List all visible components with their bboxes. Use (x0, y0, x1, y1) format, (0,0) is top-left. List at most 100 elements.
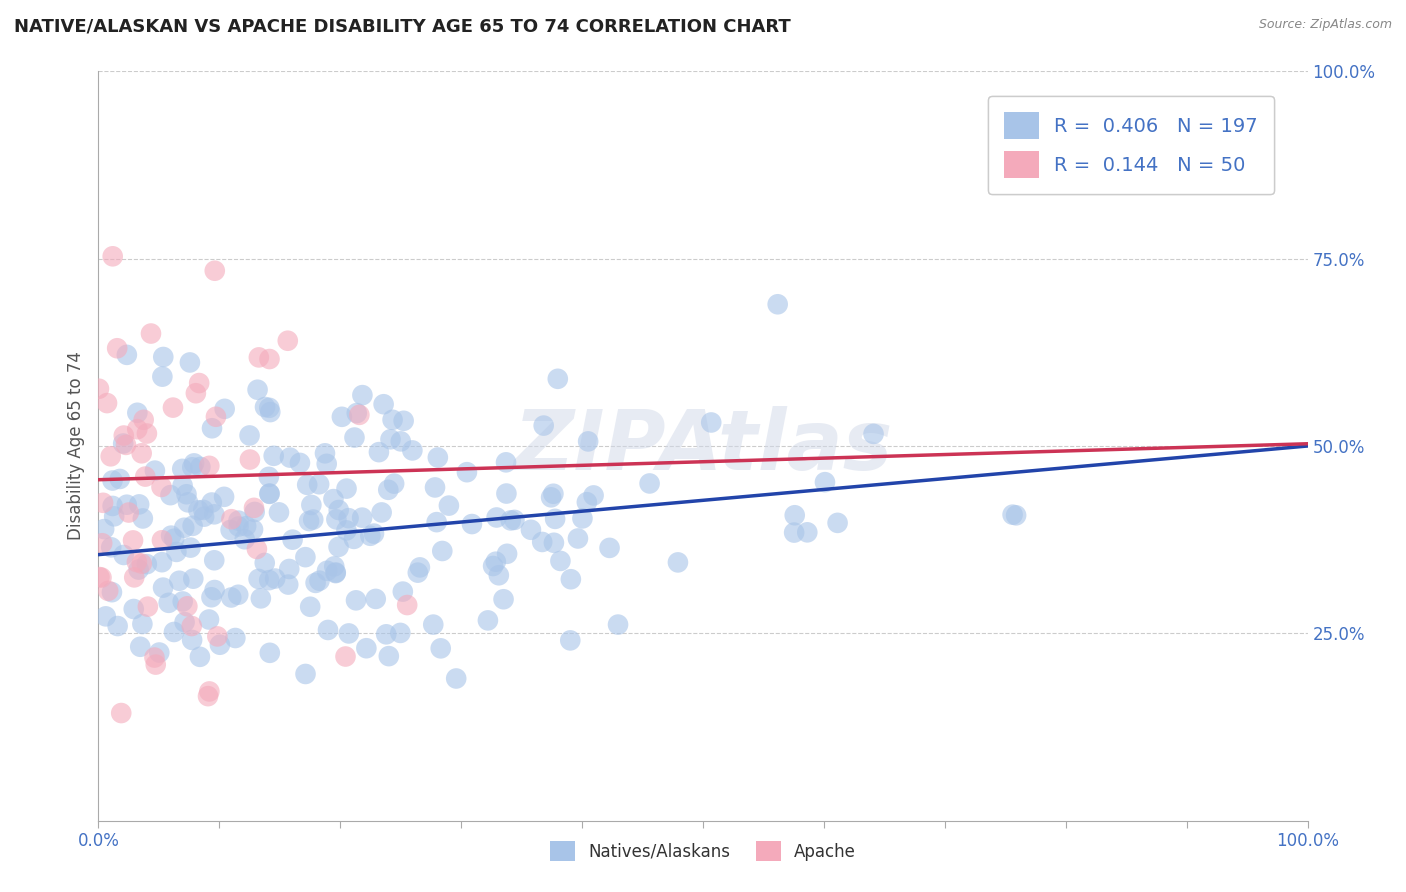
Point (783, 525, 806, 540)
Point (315, 457, 337, 471)
Point (129, 640, 152, 654)
Point (228, 519, 250, 533)
Point (128, 497, 150, 511)
Point (243, 500, 266, 515)
Point (180, 541, 202, 555)
Point (264, 572, 287, 586)
Point (423, 480, 446, 494)
Point (100, 450, 122, 464)
Point (169, 574, 191, 588)
Point (139, 326, 162, 341)
Point (547, 372, 569, 386)
Point (316, 564, 339, 578)
Point (112, 436, 135, 450)
Point (134, 469, 156, 483)
Point (165, 545, 187, 559)
Point (426, 450, 449, 465)
Point (131, 617, 153, 632)
Point (96, 396, 118, 410)
Point (208, 638, 231, 652)
Point (363, 526, 385, 541)
Point (576, 434, 599, 449)
Point (259, 487, 281, 501)
Point (108, 472, 131, 486)
Point (181, 632, 204, 647)
Point (238, 428, 260, 442)
Point (540, 491, 562, 505)
Point (91, 536, 114, 550)
Point (429, 641, 451, 656)
Point (110, 706, 132, 720)
Point (370, 505, 392, 519)
Point (343, 532, 366, 546)
Point (496, 547, 519, 561)
Point (1005, 508, 1028, 523)
Point (90, 571, 112, 585)
Point (531, 535, 554, 549)
Point (247, 351, 270, 365)
Point (295, 478, 318, 492)
Point (193, 503, 215, 517)
Y-axis label: Disability Age 65 to 74: Disability Age 65 to 74 (66, 351, 84, 541)
Point (181, 572, 204, 586)
Point (172, 478, 194, 492)
Point (187, 503, 209, 517)
Point (520, 523, 543, 537)
Point (304, 575, 326, 590)
Point (281, 533, 304, 547)
Point (263, 449, 285, 463)
Point (380, 433, 402, 447)
Point (560, 572, 582, 586)
Point (389, 434, 412, 449)
Point (198, 458, 221, 473)
Point (105, 341, 128, 355)
Point (543, 487, 565, 501)
Point (259, 646, 281, 660)
Point (278, 450, 301, 465)
Point (125, 555, 148, 569)
Point (571, 511, 593, 525)
Point (575, 495, 598, 509)
Point (115, 348, 138, 362)
Point (259, 352, 281, 367)
Point (247, 572, 270, 586)
Point (224, 631, 246, 645)
Point (115, 438, 138, 452)
Point (308, 574, 330, 588)
Point (243, 505, 266, 519)
Point (700, 416, 723, 430)
Point (499, 513, 522, 527)
Point (181, 460, 204, 475)
Point (131, 446, 153, 460)
Point (259, 401, 281, 415)
Point (200, 591, 222, 605)
Point (214, 401, 236, 416)
Point (482, 559, 505, 574)
Point (143, 464, 166, 478)
Point (112, 548, 135, 562)
Legend: R =  0.406   N = 197, R =  0.144   N = 50: R = 0.406 N = 197, R = 0.144 N = 50 (988, 96, 1274, 194)
Text: Source: ZipAtlas.com: Source: ZipAtlas.com (1258, 18, 1392, 31)
Point (364, 591, 387, 606)
Point (193, 509, 215, 524)
Point (101, 474, 124, 488)
Point (150, 555, 173, 569)
Point (150, 533, 173, 548)
Point (432, 544, 454, 558)
Point (277, 577, 299, 591)
Point (202, 553, 225, 567)
Point (323, 559, 346, 574)
Point (127, 422, 149, 436)
Point (294, 667, 316, 681)
Point (495, 455, 517, 469)
Point (314, 446, 336, 460)
Point (330, 409, 353, 424)
Point (176, 487, 198, 501)
Point (132, 511, 155, 525)
Point (94, 609, 117, 624)
Point (335, 482, 357, 496)
Point (93, 522, 115, 536)
Point (145, 657, 167, 672)
Point (827, 516, 849, 530)
Point (132, 413, 155, 427)
